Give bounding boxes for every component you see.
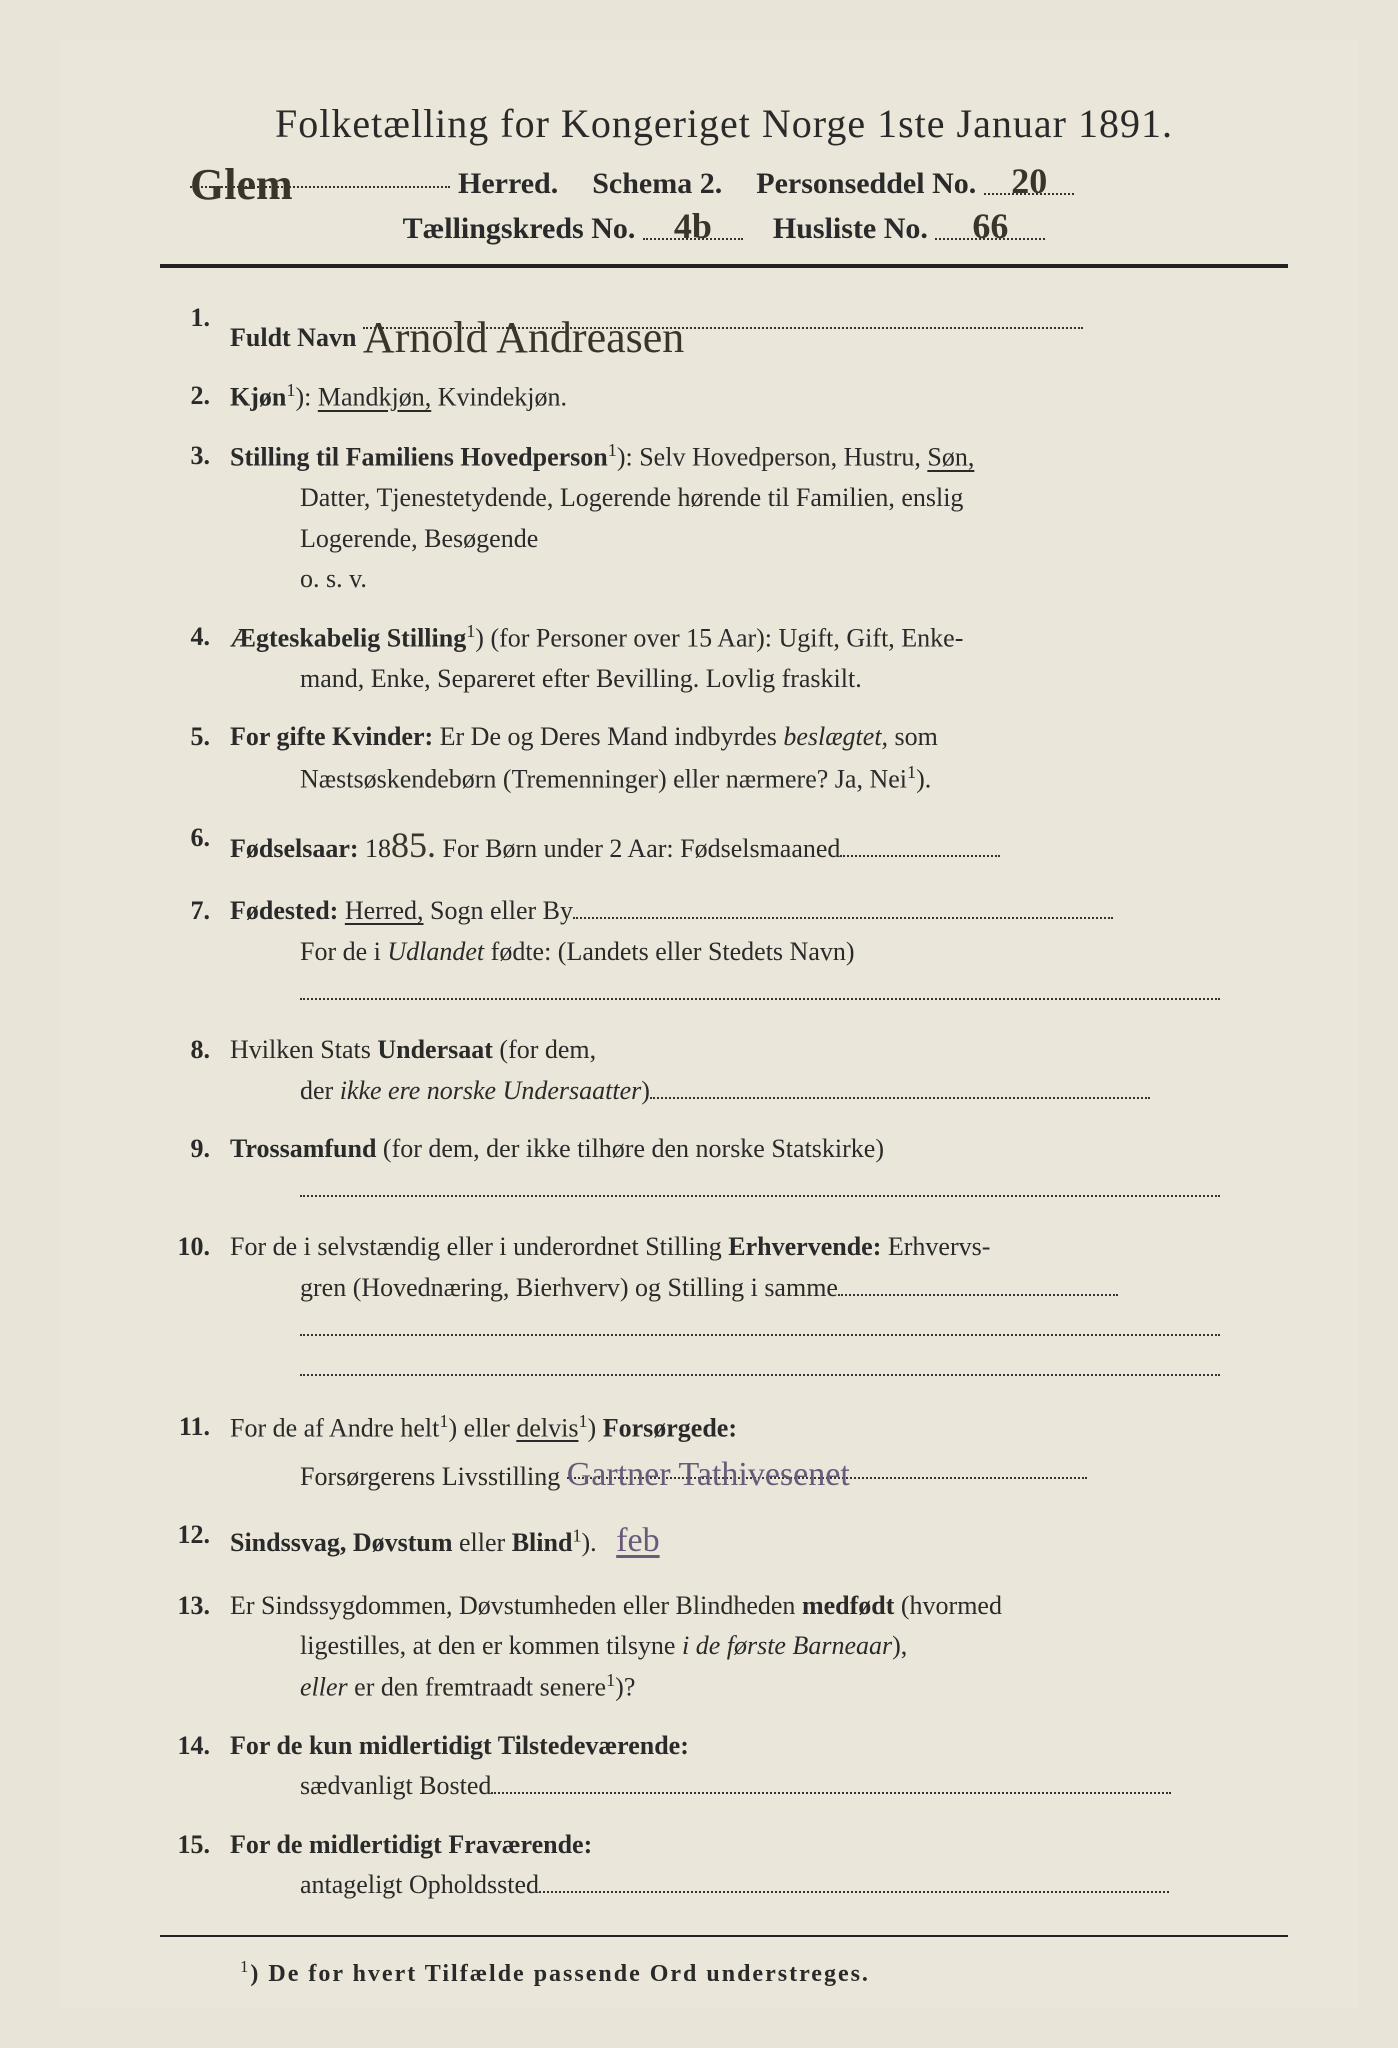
q2: Kjøn1): Mandkjøn, Kvindekjøn. — [160, 376, 1288, 418]
q13-line2: ligestilles, at den er kommen tilsyne i … — [230, 1626, 1288, 1666]
herred-value: Glem — [190, 160, 293, 209]
q2-label-b: ): — [295, 383, 317, 412]
q7-dotfill — [573, 894, 1113, 919]
header-line-2: Tællingskreds No. 4b Husliste No. 66 — [160, 205, 1288, 246]
q5-label: For gifte Kvinder: — [230, 722, 433, 751]
husliste-value: 66 — [972, 206, 1008, 246]
q1-label: Fuldt Navn — [230, 323, 356, 352]
q11-text2: ) eller — [448, 1413, 516, 1442]
census-form-page: Folketælling for Kongeriget Norge 1ste J… — [60, 40, 1358, 2008]
q12: Sindssvag, Døvstum eller Blind1). feb — [160, 1515, 1288, 1568]
footnote: 1) De for hvert Tilfælde passende Ord un… — [160, 1957, 1288, 1988]
q3-line3: Logerende, Besøgende — [230, 519, 1288, 559]
q4-sup: 1 — [466, 621, 475, 641]
q10-dotline2 — [230, 1348, 1288, 1388]
q9: Trossamfund (for dem, der ikke tilhøre d… — [160, 1129, 1288, 1210]
q9-dotline — [230, 1169, 1288, 1209]
divider-bottom — [160, 1935, 1288, 1937]
personseddel-label: Personseddel No. — [756, 167, 976, 201]
q8-text1: Hvilken Stats — [230, 1035, 377, 1064]
q9-text1: (for dem, der ikke tilhøre den norske St… — [376, 1134, 884, 1163]
q10-bold: Erhvervende: — [728, 1232, 881, 1261]
q3-line2: Datter, Tjenestetydende, Logerende høren… — [230, 478, 1288, 518]
q3-label: Stilling til Familiens Hovedperson — [230, 443, 608, 472]
husliste-label: Husliste No. — [773, 212, 928, 245]
q6-year-value: 85. — [391, 825, 436, 865]
q2-opt-kvindekjon: Kvindekjøn. — [431, 383, 567, 412]
q7-underlined: Herred, — [345, 896, 424, 925]
q11-value: Gartner Tathivesenet — [567, 1456, 850, 1493]
q1-value: Arnold Andreasen — [363, 313, 684, 362]
q7-text1: Sogn eller By — [424, 896, 574, 925]
q2-label-a: Kjøn — [230, 383, 286, 412]
q6-prefix: 18 — [365, 834, 391, 863]
q6-label: Fødselsaar: — [230, 834, 365, 863]
herred-label: Herred. — [458, 167, 558, 201]
q3-text1: ): Selv Hovedperson, Hustru, — [617, 443, 928, 472]
q10-line2: gren (Hovednæring, Bierhverv) og Stillin… — [230, 1268, 1288, 1308]
q3-underlined: Søn, — [927, 443, 974, 472]
q11: For de af Andre helt1) eller delvis1) Fo… — [160, 1407, 1288, 1497]
question-list: Fuldt Navn Arnold Andreasen Kjøn1): Mand… — [160, 298, 1288, 1905]
q11-text1: For de af Andre helt — [230, 1413, 439, 1442]
q12-value: feb — [616, 1522, 659, 1559]
q8-line2: der ikke ere norske Undersaatter) — [230, 1071, 1288, 1111]
divider-top — [160, 264, 1288, 268]
taellingskreds-value: 4b — [674, 206, 712, 246]
q11-line2: Forsørgerens Livsstilling Gartner Tathiv… — [230, 1449, 1288, 1497]
q15-line2: antageligt Opholdssted — [230, 1865, 1288, 1905]
q7: Fødested: Herred, Sogn eller By For de i… — [160, 891, 1288, 1012]
q13-text1: Er Sindssygdommen, Døvstumheden eller Bl… — [230, 1591, 802, 1620]
q15-label: For de midlertidigt Fraværende: — [230, 1830, 592, 1859]
header-line-1: Glem Herred. Schema 2. Personseddel No. … — [160, 153, 1288, 201]
q7-dotline — [230, 972, 1288, 1012]
q4-text1: ) (for Personer over 15 Aar): Ugift, Gif… — [475, 624, 963, 653]
schema-label: Schema 2. — [592, 167, 722, 201]
q10-text1: For de i selvstændig eller i underordnet… — [230, 1232, 728, 1261]
q2-opt-mandkjon: Mandkjøn, — [318, 383, 431, 412]
q10-dotline1 — [230, 1308, 1288, 1348]
taellingskreds-label: Tællingskreds No. — [403, 212, 636, 245]
personseddel-value: 20 — [1011, 161, 1047, 201]
q5: For gifte Kvinder: Er De og Deres Mand i… — [160, 717, 1288, 799]
q14-label: For de kun midlertidigt Tilstedeværende: — [230, 1731, 689, 1760]
q13: Er Sindssygdommen, Døvstumheden eller Bl… — [160, 1586, 1288, 1709]
q7-label: Fødested: — [230, 896, 345, 925]
q14: For de kun midlertidigt Tilstedeværende:… — [160, 1726, 1288, 1807]
q13-bold: medfødt — [802, 1591, 894, 1620]
q4: Ægteskabelig Stilling1) (for Personer ov… — [160, 617, 1288, 699]
q15: For de midlertidigt Fraværende: antageli… — [160, 1825, 1288, 1906]
q3: Stilling til Familiens Hovedperson1): Se… — [160, 436, 1288, 599]
q14-line2: sædvanligt Bosted — [230, 1766, 1288, 1806]
q10-text2: Erhvervs- — [881, 1232, 990, 1261]
q10: For de i selvstændig eller i underordnet… — [160, 1227, 1288, 1388]
q11-underlined: delvis — [516, 1413, 578, 1442]
q11-bold: Forsørgede: — [603, 1413, 737, 1442]
q8: Hvilken Stats Undersaat (for dem, der ik… — [160, 1030, 1288, 1111]
q5-italic: beslægtet, — [783, 722, 888, 751]
q6-text2: For Børn under 2 Aar: Fødselsmaaned — [436, 834, 840, 863]
q5-line2: Næstsøskendebørn (Tremenninger) eller næ… — [230, 758, 1288, 800]
q6: Fødselsaar: 1885. For Børn under 2 Aar: … — [160, 818, 1288, 874]
q6-dotfill — [840, 831, 1000, 856]
q3-sup: 1 — [608, 440, 617, 460]
q9-label: Trossamfund — [230, 1134, 376, 1163]
q7-line2: For de i Udlandet fødte: (Landets eller … — [230, 932, 1288, 972]
q5-text2: som — [888, 722, 938, 751]
q1: Fuldt Navn Arnold Andreasen — [160, 298, 1288, 358]
q8-text2: (for dem, — [493, 1035, 596, 1064]
q4-label: Ægteskabelig Stilling — [230, 624, 466, 653]
form-title: Folketælling for Kongeriget Norge 1ste J… — [160, 100, 1288, 147]
q3-line4: o. s. v. — [230, 559, 1288, 599]
q12-label: Sindssvag, Døvstum — [230, 1528, 459, 1557]
q4-line2: mand, Enke, Separeret efter Bevilling. L… — [230, 659, 1288, 699]
q13-line3: eller er den fremtraadt senere1)? — [230, 1666, 1288, 1708]
q8-bold: Undersaat — [377, 1035, 493, 1064]
q5-text1: Er De og Deres Mand indbyrdes — [433, 722, 783, 751]
